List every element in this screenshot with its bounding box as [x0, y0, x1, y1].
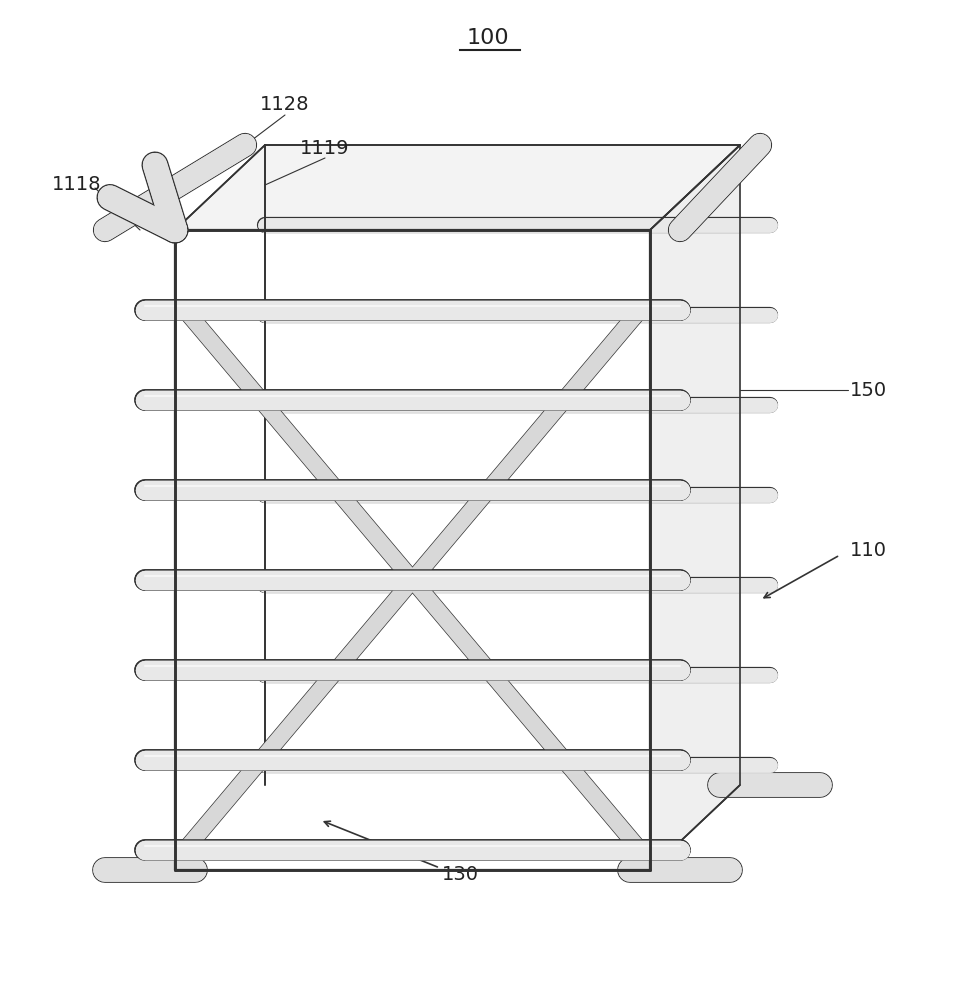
Bar	[633, 303, 647, 317]
Bar	[557, 393, 571, 407]
Text: 1128: 1128	[261, 96, 309, 114]
Bar	[178, 303, 192, 317]
Bar	[254, 393, 267, 407]
Text: 1118: 1118	[52, 176, 102, 194]
Bar	[178, 843, 192, 857]
Text: 1119: 1119	[301, 138, 349, 157]
Bar	[405, 573, 420, 587]
Bar	[405, 573, 420, 587]
Bar	[254, 753, 267, 767]
Bar	[330, 663, 344, 677]
Polygon shape	[175, 145, 740, 230]
Bar	[330, 483, 344, 497]
Bar	[557, 753, 571, 767]
Text: 130: 130	[441, 865, 478, 884]
Bar	[481, 663, 496, 677]
Polygon shape	[650, 145, 740, 870]
Bar	[633, 843, 647, 857]
Text: 100: 100	[467, 28, 509, 48]
Bar	[481, 483, 496, 497]
Text: 150: 150	[850, 380, 887, 399]
Text: 110: 110	[850, 540, 887, 560]
